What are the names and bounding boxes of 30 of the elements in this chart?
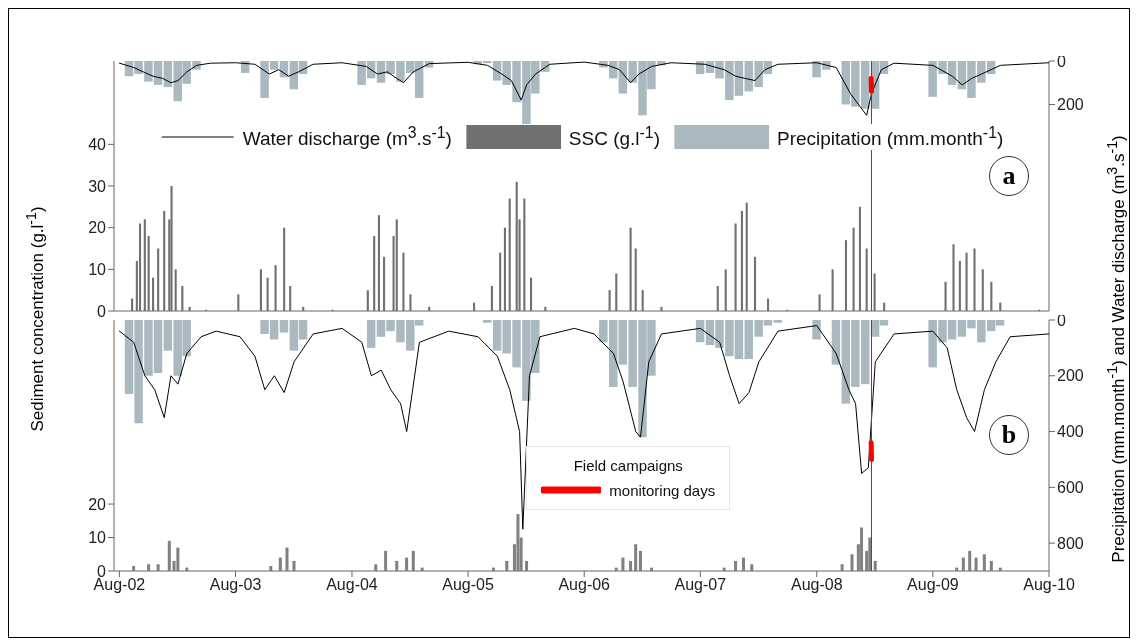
- x-tick-label: Aug-09: [907, 576, 959, 594]
- legend-title: Field campaigns: [573, 456, 683, 474]
- x-tick-label: Aug-02: [93, 576, 146, 594]
- y-tick-label: 20: [88, 219, 107, 237]
- legend-label: SSC (g.l$^{-1}$): [568, 123, 660, 150]
- annotation: a: [1002, 161, 1016, 191]
- y2-tick-label: 600: [1057, 479, 1084, 497]
- annotation: b: [1001, 420, 1017, 451]
- y-tick-label: 40: [88, 136, 107, 154]
- x-tick-label: Aug-06: [558, 576, 611, 594]
- x-tick-label: Aug-07: [674, 576, 727, 594]
- y-tick-label: 10: [88, 261, 107, 279]
- y2-tick-label: 800: [1057, 534, 1084, 552]
- y-tick-label: 30: [88, 177, 107, 195]
- x-tick-label: Aug-05: [442, 576, 494, 594]
- x-tick-label: Aug-04: [326, 576, 378, 594]
- y-tick-label: 20: [88, 495, 107, 513]
- y-tick-label: 10: [88, 529, 107, 547]
- y2-tick-label: 400: [1057, 423, 1084, 441]
- y-tick-label: 0: [97, 302, 107, 320]
- y2-tick-label: 0: [1057, 311, 1066, 329]
- x-tick-label: Aug-10: [1023, 576, 1075, 594]
- x-tick-label: Aug-08: [790, 576, 843, 594]
- legend-label: Precipitation (mm.month$^{-1}$): [776, 123, 1004, 150]
- x-tick-label: Aug-03: [209, 576, 262, 594]
- legend-label: monitoring days: [609, 481, 716, 499]
- legend-label: Water discharge (m$^{3}$.s$^{-1}$): [242, 123, 452, 150]
- y2-tick-label: 200: [1057, 96, 1084, 114]
- y2-tick-label: 0: [1057, 52, 1066, 70]
- y2-tick-label: 200: [1057, 367, 1084, 385]
